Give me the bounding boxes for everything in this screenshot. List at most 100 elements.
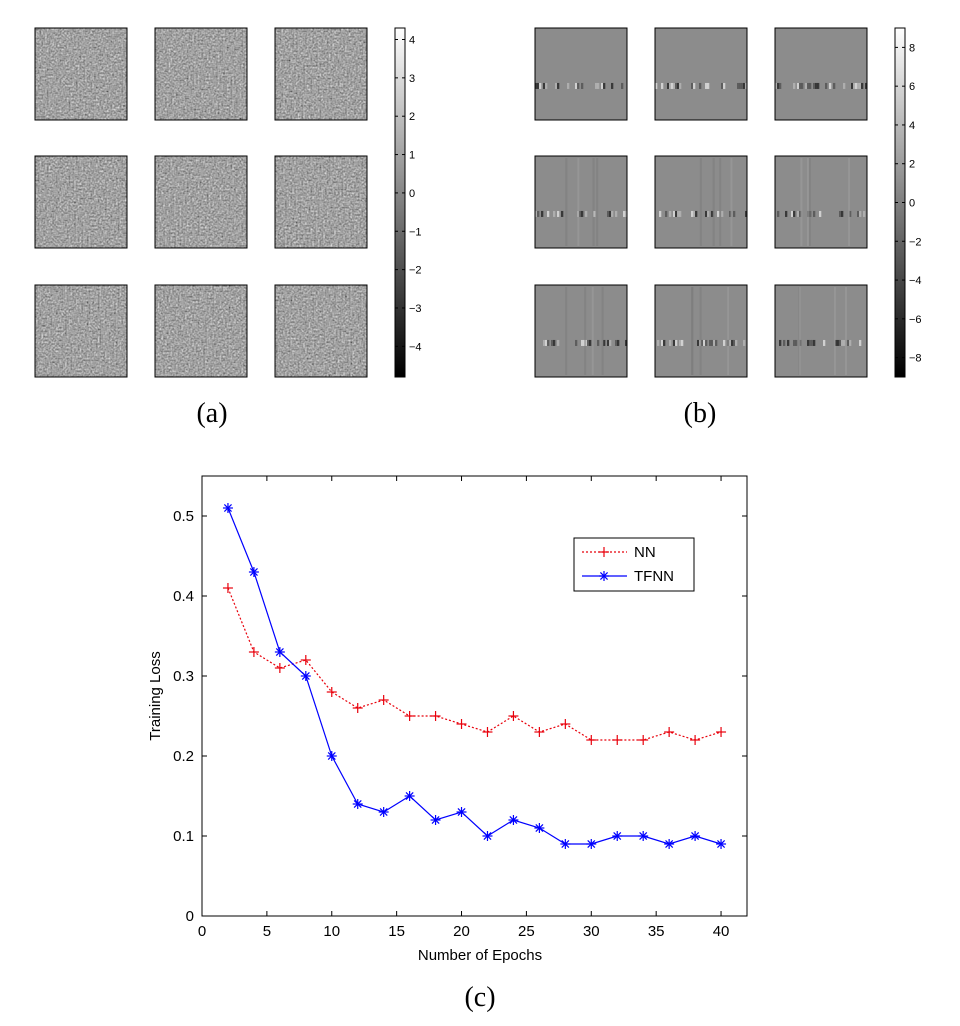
data-point-nn [690,735,701,745]
heatmap-a-3-2 [154,284,248,378]
panel-b-heatmaps [534,27,868,378]
heatmap-a-2-1 [34,155,128,249]
data-point-nn [456,719,467,729]
colorbar-tick-label: 2 [409,111,415,123]
data-point-nn [274,663,285,673]
legend-marker [599,571,609,581]
legend: NN TFNN [573,537,695,592]
data-point-tfnn [430,815,441,825]
y-tick-label: 0.5 [173,508,194,525]
training-loss-chart: 0 5 10 15 20 25 30 35 40 0 0.1 0.2 0.3 0.4 0.5 Number… [147,475,748,964]
legend-box [573,537,695,592]
data-point-tfnn [560,839,571,849]
y-tick-label: 0.3 [173,668,194,685]
series-line-nn [227,587,722,741]
heatmap-b-2-2 [654,155,748,249]
y-tick-label: 0.4 [173,588,194,605]
data-point-tfnn [352,799,363,809]
series-nn [222,583,727,745]
data-point-tfnn [404,791,415,801]
colorbar-tick-label: 1 [409,150,415,162]
legend-label: TFNN [634,568,674,585]
colorbar-tick-label: 4 [909,120,915,132]
data-point-tfnn [482,831,493,841]
x-tick-label: 20 [453,923,470,940]
heatmap-a-1-1 [34,27,128,121]
data-point-nn [352,703,363,713]
colorbar-tick-label: −2 [409,265,422,277]
data-point-tfnn [274,647,285,657]
colorbar-tick-label: 4 [409,35,415,47]
data-point-tfnn [638,831,649,841]
x-tick-label: 35 [648,923,665,940]
colorbar-tick-label: 2 [909,159,915,171]
data-point-nn [378,695,389,705]
data-point-tfnn [222,503,233,513]
data-point-tfnn [456,807,467,817]
colorbar-tick-label: −4 [909,275,922,287]
data-point-nn [430,711,441,721]
data-point-tfnn [326,751,337,761]
colorbar-tick-label: 0 [409,188,415,200]
y-tick-label: 0.2 [173,748,194,765]
y-tick-label: 0.1 [173,828,194,845]
y-axis-label: Training Loss [147,651,164,741]
data-point-nn [716,727,727,737]
data-point-tfnn [716,839,727,849]
y-tick-label: 0 [186,908,194,925]
data-point-tfnn [612,831,623,841]
data-point-nn [586,735,597,745]
data-point-tfnn [586,839,597,849]
colorbar-tick-label: −1 [409,226,422,238]
colorbar-tick-label: −8 [909,353,922,365]
data-point-tfnn [378,807,389,817]
data-point-nn [612,735,623,745]
data-point-nn [534,727,545,737]
colorbar-tick-label: 8 [909,42,915,54]
panel-a-heatmaps [34,27,368,378]
x-axis-label: Number of Epochs [418,947,542,964]
data-point-nn [482,727,493,737]
x-tick-label: 5 [263,923,271,940]
legend-item-tfnn: TFNN [582,568,674,585]
heatmap-b-3-1 [534,284,628,378]
heatmap-b-2-3 [774,155,868,249]
heatmap-b-1-3 [774,27,868,121]
colorbar-tick-label: −2 [909,236,922,248]
heatmap-a-2-2 [154,155,248,249]
data-point-nn [638,735,649,745]
data-point-tfnn [534,823,545,833]
colorbar-tick-label: 6 [909,81,915,93]
panel-a-colorbar: 4 3 2 1 0 −1 −2 −3 −4 [394,27,422,378]
heatmap-b-3-2 [654,284,748,378]
legend-marker [599,547,609,557]
panel-b-colorbar: 8 6 4 2 0 −2 −4 −6 −8 [894,27,922,378]
x-tick-label: 15 [388,923,405,940]
data-point-nn [664,727,675,737]
series-tfnn [222,503,727,849]
data-point-nn [404,711,415,721]
legend-label: NN [634,544,656,561]
heatmap-a-3-1 [34,284,128,378]
data-point-tfnn [690,831,701,841]
colorbar-tick-label: 3 [409,73,415,85]
colorbar-tick-label: −6 [909,314,922,326]
heatmap-a-2-3 [274,155,368,249]
heatmap-a-3-3 [274,284,368,378]
colorbar-tick-label: −3 [409,303,422,315]
data-point-nn [222,583,233,593]
heatmap-b-1-2 [654,27,748,121]
caption-c: (c) [464,982,495,1013]
x-tick-label: 10 [323,923,340,940]
heatmap-b-2-1 [534,155,628,249]
colorbar-tick-label: −4 [409,341,422,353]
legend-item-nn: NN [582,544,656,561]
data-point-nn [508,711,519,721]
x-tick-label: 40 [713,923,730,940]
data-point-nn [560,719,571,729]
data-point-tfnn [508,815,519,825]
x-tick-label: 0 [198,923,206,940]
heatmap-a-1-2 [154,27,248,121]
heatmap-b-1-1 [534,27,628,121]
